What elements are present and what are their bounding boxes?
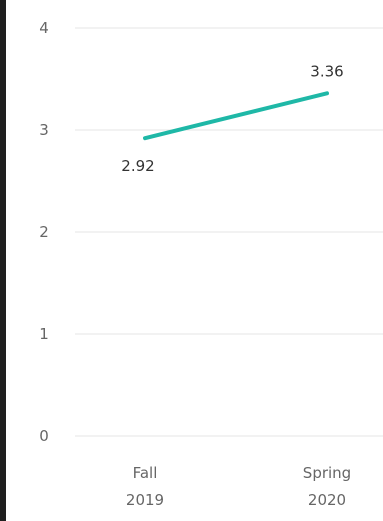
- series-line: [143, 91, 329, 141]
- y-tick-label: 3: [39, 121, 49, 139]
- data-label: 2.92: [121, 157, 154, 175]
- y-tick-label: 1: [39, 325, 49, 343]
- data-label: 3.36: [310, 62, 343, 80]
- y-tick-label: 4: [39, 19, 49, 37]
- x-tick-label: Fall 2019: [126, 464, 164, 509]
- y-tick-label: 2: [39, 223, 49, 241]
- y-tick-label: 0: [39, 427, 49, 445]
- x-tick-label: Spring 2020: [303, 464, 351, 509]
